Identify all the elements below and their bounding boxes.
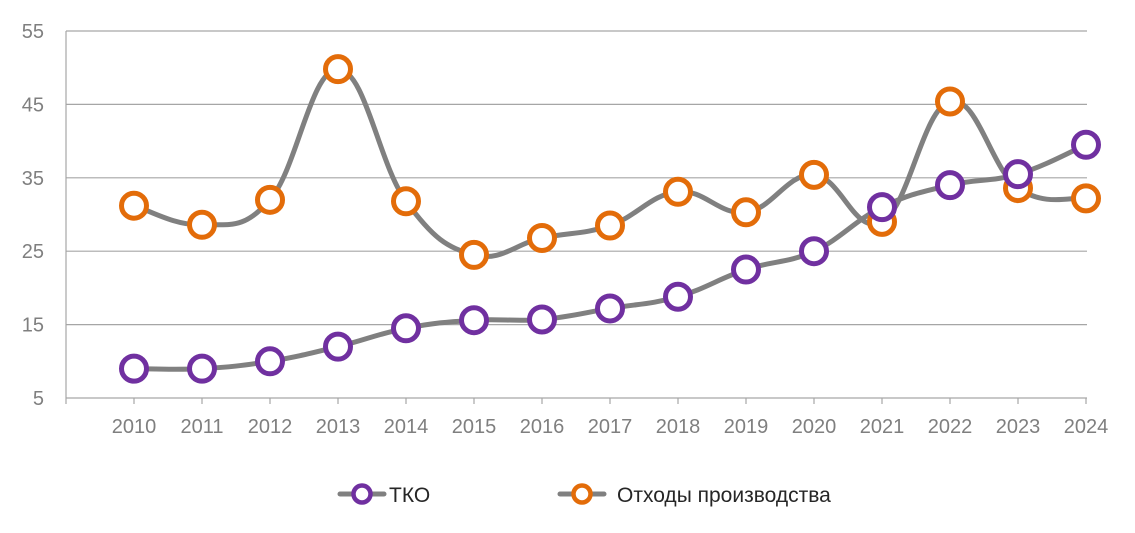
- legend-marker-swatch: [571, 483, 593, 505]
- data-point: [1071, 183, 1101, 214]
- data-point: [255, 346, 285, 377]
- legend-marker-swatch: [351, 483, 373, 505]
- legend-label: Отходы производства: [617, 484, 831, 507]
- data-point: [391, 186, 421, 217]
- x-tick-label: 2014: [384, 416, 429, 438]
- data-point: [255, 184, 285, 215]
- x-tick-label: 2017: [588, 416, 633, 438]
- x-tick-label: 2013: [316, 416, 361, 438]
- data-point: [459, 305, 489, 336]
- y-tick-label: 15: [22, 315, 44, 337]
- data-point: [119, 353, 149, 384]
- data-point: [799, 159, 829, 190]
- x-tick-label: 2018: [656, 416, 701, 438]
- data-point: [323, 331, 353, 362]
- x-tick-label: 2012: [248, 416, 293, 438]
- data-point: [663, 281, 693, 312]
- data-point: [1003, 159, 1033, 190]
- y-tick-label: 35: [22, 168, 44, 190]
- x-tick-label: 2019: [724, 416, 769, 438]
- data-point: [731, 254, 761, 285]
- data-point: [391, 313, 421, 344]
- y-tick-label: 55: [22, 21, 44, 43]
- data-point: [323, 54, 353, 85]
- grid-layer: [66, 30, 1087, 399]
- marker-layer: [119, 54, 1101, 384]
- legend: ТКО Отходы производства: [337, 483, 831, 507]
- data-point: [595, 210, 625, 241]
- data-point: [595, 293, 625, 324]
- data-point: [935, 170, 965, 201]
- x-tick-label: 2024: [1064, 416, 1109, 438]
- data-point: [1071, 129, 1101, 160]
- data-point: [935, 86, 965, 117]
- data-point: [119, 190, 149, 221]
- data-point: [799, 236, 829, 267]
- x-tick-label: 2016: [520, 416, 565, 438]
- data-point: [867, 192, 897, 223]
- data-point: [663, 176, 693, 207]
- x-tick-label: 2023: [996, 416, 1041, 438]
- y-tick-label: 5: [33, 388, 44, 410]
- data-point: [187, 209, 217, 240]
- legend-label: ТКО: [389, 484, 430, 507]
- data-point: [527, 222, 557, 253]
- x-tick-label: 2010: [112, 416, 157, 438]
- data-point: [187, 353, 217, 384]
- data-point: [527, 304, 557, 335]
- x-tick-label: 2011: [180, 416, 223, 438]
- x-tick-label: 2022: [928, 416, 973, 438]
- y-tick-label: 25: [22, 241, 44, 263]
- x-tick-label: 2015: [452, 416, 497, 438]
- data-point: [731, 197, 761, 228]
- y-tick-label: 45: [22, 94, 44, 116]
- x-tick-label: 2020: [792, 416, 837, 438]
- data-point: [459, 239, 489, 270]
- axis-layer: 5 15 25 35 45 55 2010 2011 2012 2013 2014 2015 2016 2…: [22, 21, 1109, 438]
- x-tick-label: 2021: [860, 416, 905, 438]
